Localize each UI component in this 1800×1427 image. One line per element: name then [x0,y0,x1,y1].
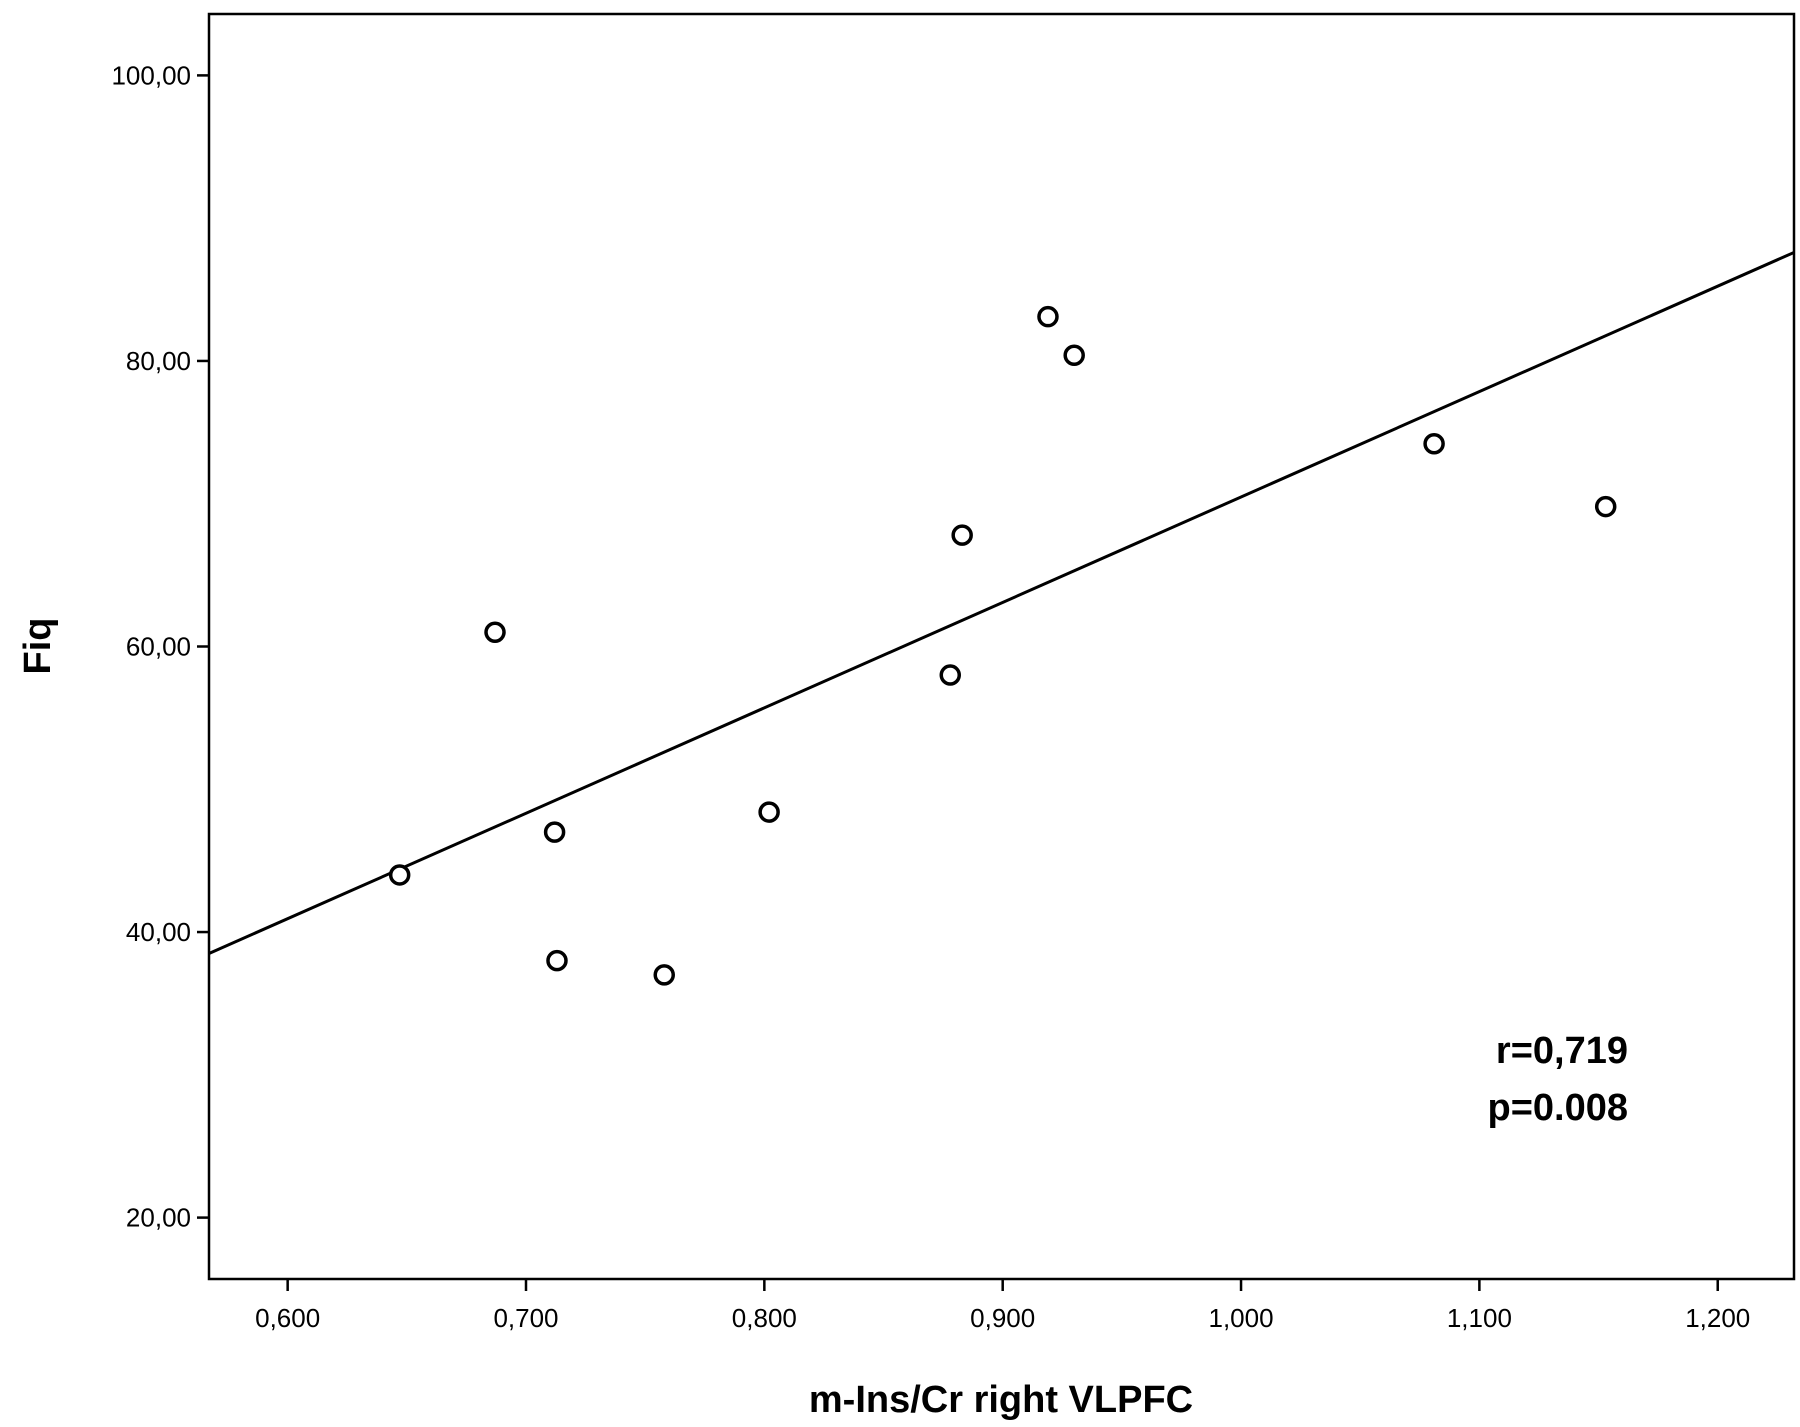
data-point [546,949,568,972]
plot-area [207,12,1796,1281]
x-tick-label: 1,200 [1685,1303,1750,1333]
x-tick-label: 0,700 [493,1303,558,1333]
y-tick-label: 40,00 [126,917,191,947]
x-tick-label: 1,100 [1447,1303,1512,1333]
data-point [388,864,411,886]
data-point [951,524,973,546]
y-tick-label: 20,00 [126,1203,191,1233]
y-tick-label: 100,00 [111,60,191,90]
data-point [758,801,780,823]
data-point [1063,344,1085,366]
data-point [939,664,962,686]
data-point [653,964,675,986]
x-tick-label: 0,800 [732,1303,797,1333]
data-point [484,621,506,643]
x-tick-label: 0,600 [255,1303,320,1333]
p-value-annotation: p=0.008 [1488,1087,1629,1129]
regression-line [208,251,1795,955]
y-tick-label: 80,00 [126,346,191,376]
y-tick-label: 60,00 [126,632,191,662]
data-point [1037,305,1059,328]
x-tick-label: 0,900 [970,1303,1035,1333]
data-point [543,821,566,843]
correlation-annotation: r=0,719 [1496,1030,1628,1072]
data-points [388,305,1617,986]
x-axis: 0,600 0,700 0,800 0,900 1,000 1,100 1,200 [255,1279,1750,1333]
y-axis: 20,00 40,00 60,00 80,00 100,00 [111,60,209,1233]
data-point [1594,495,1617,518]
x-axis-title: m-Ins/Cr right VLPFC [809,1379,1193,1421]
data-point [1423,433,1445,455]
y-axis-title: Fiq [17,618,59,675]
x-tick-label: 1,000 [1208,1303,1273,1333]
